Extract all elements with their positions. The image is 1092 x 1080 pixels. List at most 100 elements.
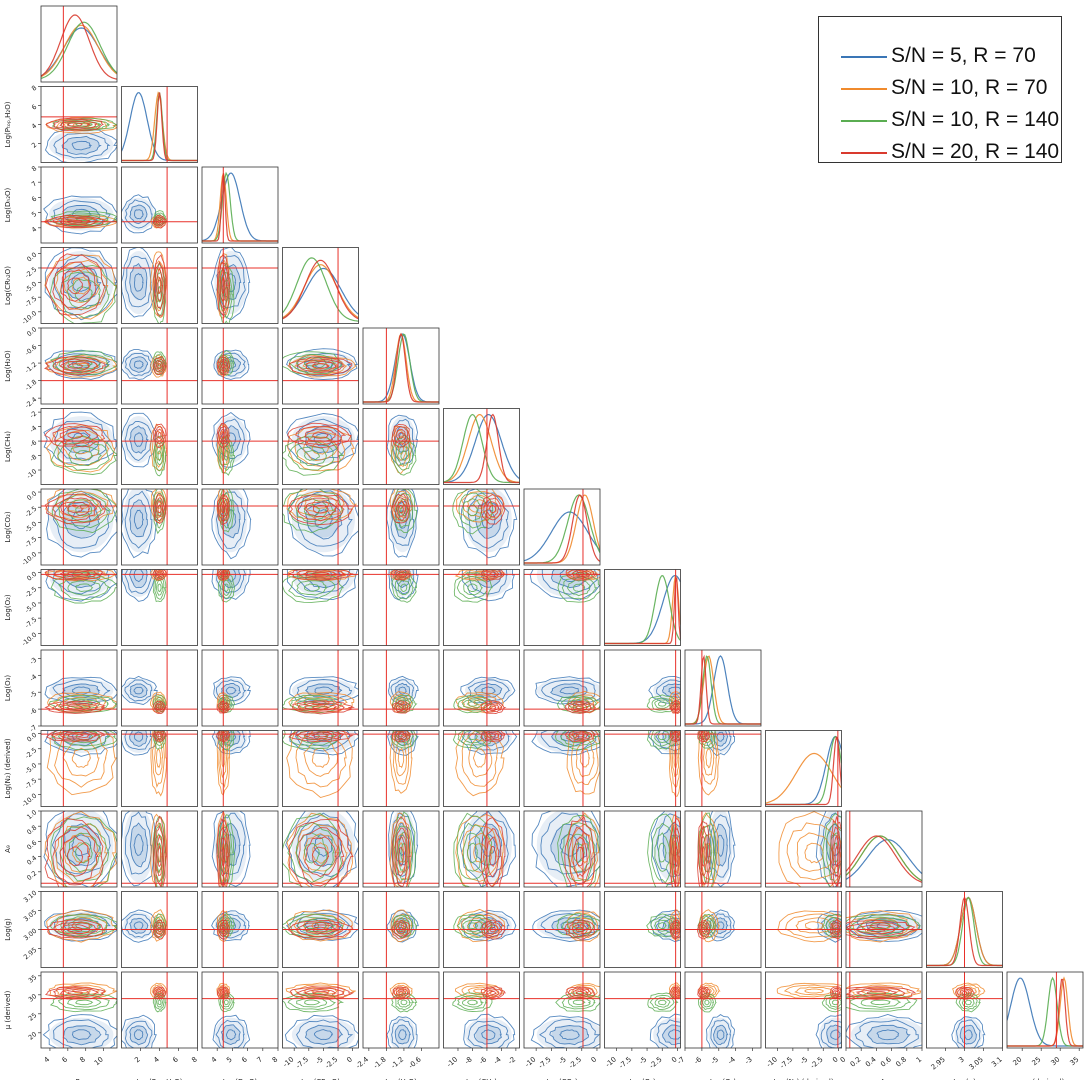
x-axis-label: P₀ (75, 1078, 82, 1080)
density-contour (212, 1014, 251, 1048)
density-contour (466, 494, 493, 514)
marginal-curve (121, 91, 198, 162)
density-contour (452, 489, 494, 535)
density-contour (716, 921, 725, 931)
contour-panel (845, 891, 923, 968)
contour-panel (362, 408, 440, 485)
density-contour (551, 917, 590, 934)
x-axis-label: Log(g) (953, 1078, 976, 1080)
density-contour (124, 679, 153, 702)
y-tick-label: -10.0 (20, 631, 38, 648)
density-contour (456, 995, 488, 1011)
density-contour (58, 697, 110, 712)
marginal-panel: 20 25 30 35 μ (derived) (1006, 971, 1084, 1080)
density-contour (462, 997, 485, 1008)
x-tick-label: -7.5 (294, 1055, 310, 1070)
density-contour (55, 357, 110, 375)
density-contour (60, 269, 91, 302)
density-contour (483, 702, 503, 713)
density-contour (538, 1018, 600, 1048)
density-contour (45, 118, 105, 131)
density-contour (704, 999, 710, 1006)
density-contour (460, 676, 516, 705)
x-tick-label: -4 (726, 1055, 737, 1066)
density-contour (152, 913, 165, 938)
density-contour (286, 489, 358, 521)
panel-frame (201, 649, 279, 727)
contour-panel (523, 891, 601, 968)
density-contour (152, 356, 167, 376)
density-contour (794, 986, 834, 996)
density-contour (829, 816, 842, 887)
panel-frame (40, 5, 118, 83)
density-contour (155, 268, 164, 302)
density-contour (462, 498, 483, 522)
density-contour (668, 1029, 681, 1040)
density-contour (668, 686, 681, 695)
density-contour (650, 916, 675, 936)
density-contour (129, 730, 149, 747)
density-contour (288, 493, 336, 527)
density-contour (152, 695, 167, 713)
panel-frame (523, 569, 601, 646)
density-contour (303, 999, 321, 1006)
density-contour (304, 425, 342, 454)
marginal-curve (846, 835, 922, 883)
marginal-panel (121, 86, 198, 163)
panel-frame (40, 730, 118, 807)
density-contour (129, 917, 149, 934)
density-contour (473, 1024, 502, 1045)
density-contour (129, 569, 148, 589)
contour-panel: -7 -6 -5 -4 -3 Log(O₃) (676, 971, 762, 1080)
density-contour (393, 730, 410, 741)
panel-frame (40, 488, 118, 566)
legend-label: S/N = 10, R = 140 (891, 108, 1060, 131)
y-tick-label: 35 (27, 973, 38, 984)
density-contour (52, 569, 110, 595)
contour-panel (765, 810, 842, 888)
density-contour (71, 1029, 92, 1041)
density-contour (219, 570, 227, 578)
panel-frame (40, 166, 118, 244)
marginal-panel (684, 649, 762, 727)
density-contour (777, 910, 842, 943)
density-contour (540, 812, 599, 875)
density-contour (461, 491, 499, 518)
density-contour (219, 924, 228, 935)
marginal-panel (443, 408, 520, 485)
density-contour (156, 924, 164, 935)
y-tick-label: 0.0 (25, 325, 38, 338)
density-contour (71, 140, 93, 151)
x-tick-label: 8 (190, 1055, 199, 1064)
density-contour (296, 569, 351, 594)
density-contour (393, 497, 409, 521)
density-contour (225, 432, 237, 447)
density-contour (215, 1019, 245, 1048)
density-contour (155, 703, 164, 711)
panel-frame (362, 730, 440, 807)
panel-frame (282, 569, 359, 646)
y-tick-label: -2.5 (23, 505, 38, 519)
x-tick-label: -6 (693, 1055, 704, 1066)
density-contour (395, 731, 407, 739)
density-contour (876, 1029, 900, 1041)
density-contour (649, 1013, 681, 1048)
density-contour (218, 988, 229, 999)
panel-frame (604, 649, 681, 727)
density-fill (395, 683, 410, 698)
contour-panel (201, 327, 279, 405)
density-contour (392, 811, 417, 887)
contour-panel (282, 649, 359, 727)
density-contour (157, 359, 162, 367)
density-contour (312, 504, 330, 514)
density-contour (815, 811, 842, 887)
density-contour (221, 844, 226, 867)
density-contour (831, 987, 842, 999)
density-contour (225, 1029, 237, 1041)
density-contour (289, 916, 336, 936)
x-tick-label: 0 (831, 1055, 840, 1064)
contour-panel (121, 891, 198, 968)
density-contour (75, 999, 94, 1006)
density-contour (561, 916, 597, 935)
density-fill (305, 1025, 341, 1045)
